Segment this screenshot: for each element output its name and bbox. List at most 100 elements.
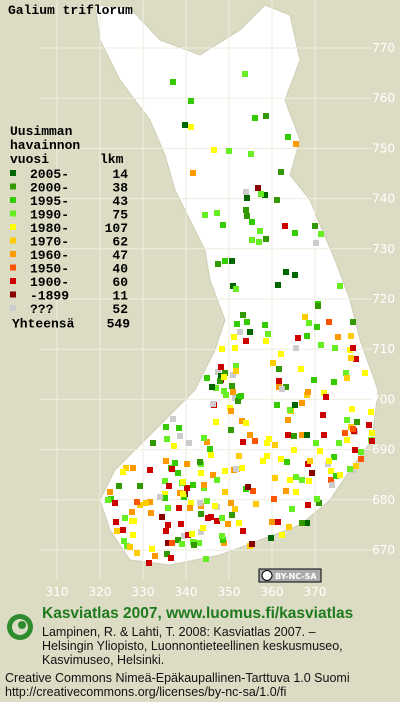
record-square <box>177 433 183 439</box>
total-label: Yhteensä <box>12 317 75 332</box>
record-square <box>236 453 242 459</box>
record-square <box>293 141 299 147</box>
record-square <box>306 320 312 326</box>
license-line: Creative Commons Nimeä-Epäkaupallinen-Ta… <box>5 671 350 685</box>
cc-badge: BY-NC-SA <box>258 568 322 583</box>
record-square <box>114 528 120 534</box>
legend-label: 2000- <box>30 181 69 196</box>
record-square <box>234 321 240 327</box>
record-square <box>249 541 255 547</box>
x-tick-label: 340 <box>175 585 198 599</box>
record-square <box>214 518 220 524</box>
x-tick-label: 320 <box>89 585 112 599</box>
record-square <box>369 438 375 444</box>
legend-count: 11 <box>112 289 128 304</box>
record-square <box>180 491 186 497</box>
legend-swatch <box>10 264 16 271</box>
record-square <box>165 522 171 528</box>
legend-label: 1960- <box>30 248 69 263</box>
legend-col: lkm <box>100 152 124 167</box>
record-square <box>247 329 253 335</box>
record-square <box>121 538 127 544</box>
record-square <box>271 496 277 502</box>
record-square <box>204 375 210 381</box>
record-square <box>299 400 305 406</box>
record-square <box>262 192 268 198</box>
record-square <box>186 440 192 446</box>
record-square <box>295 335 301 341</box>
record-square <box>204 498 210 504</box>
record-square <box>122 515 128 521</box>
legend-count: 75 <box>112 208 128 223</box>
record-square <box>304 333 310 339</box>
record-square <box>326 458 332 464</box>
record-square <box>321 390 327 396</box>
record-square <box>105 497 111 503</box>
record-square <box>316 500 322 506</box>
record-square <box>228 500 234 506</box>
record-square <box>243 207 249 213</box>
record-square <box>213 385 219 391</box>
record-square <box>320 412 326 418</box>
record-square <box>264 440 270 446</box>
record-square <box>347 466 353 472</box>
record-square <box>253 501 259 507</box>
record-square <box>244 195 250 201</box>
record-square <box>249 219 255 225</box>
y-tick-label: 770 <box>372 41 395 55</box>
record-square <box>240 439 246 445</box>
record-square <box>313 440 319 446</box>
record-square <box>211 147 217 153</box>
record-square <box>247 432 253 438</box>
record-square <box>229 383 235 389</box>
record-square <box>221 374 227 380</box>
record-square <box>170 416 176 422</box>
record-square <box>244 213 250 219</box>
legend-count: 43 <box>112 194 128 209</box>
record-square <box>207 446 213 452</box>
record-square <box>245 484 251 490</box>
record-square <box>198 529 204 535</box>
record-square <box>344 437 350 443</box>
record-square <box>278 351 284 357</box>
record-square <box>368 409 374 415</box>
record-square <box>127 544 133 550</box>
record-square <box>358 456 364 462</box>
record-square <box>309 470 315 476</box>
record-square <box>348 333 354 339</box>
record-square <box>129 518 135 524</box>
record-square <box>162 478 168 484</box>
record-square <box>176 425 182 431</box>
record-square <box>232 506 238 512</box>
record-square <box>314 324 320 330</box>
record-square <box>150 440 156 446</box>
record-square <box>170 79 176 85</box>
record-square <box>228 427 234 433</box>
record-square <box>305 389 311 395</box>
record-square <box>257 228 263 234</box>
record-square <box>218 364 224 370</box>
record-square <box>344 417 350 423</box>
record-square <box>293 345 299 351</box>
record-square <box>213 419 219 425</box>
record-square <box>215 369 221 375</box>
legend-label: 1950- <box>30 262 69 277</box>
record-square <box>191 542 197 548</box>
record-square <box>238 393 244 399</box>
record-square <box>231 334 237 340</box>
x-tick-label: 330 <box>132 585 155 599</box>
record-square <box>116 483 122 489</box>
record-square <box>314 496 320 502</box>
record-square <box>233 363 239 369</box>
record-square <box>228 408 234 414</box>
record-square <box>293 474 299 480</box>
legend-label: -1899 <box>30 289 69 304</box>
record-square <box>284 459 290 465</box>
record-square <box>326 319 332 325</box>
record-square <box>209 384 215 390</box>
record-square <box>312 223 318 229</box>
legend-col: vuosi <box>10 152 49 167</box>
record-square <box>180 479 186 485</box>
record-square <box>162 495 168 501</box>
